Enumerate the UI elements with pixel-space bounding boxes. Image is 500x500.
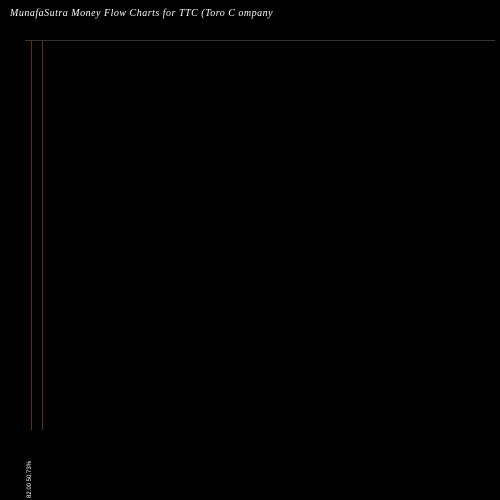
price-line: [25, 41, 495, 430]
x-axis-labels: 82.00 50.73%: [25, 430, 495, 500]
chart-title: MunafaSutra Money Flow Charts for TTC (T…: [0, 0, 500, 27]
chart-area: [25, 40, 495, 430]
x-axis-label: 82.00 50.73%: [27, 461, 33, 498]
